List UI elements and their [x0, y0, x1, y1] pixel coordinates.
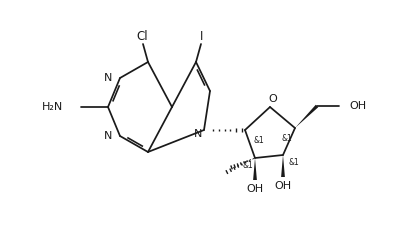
- Text: Cl: Cl: [136, 29, 148, 42]
- Text: &1: &1: [288, 158, 299, 166]
- Text: &1: &1: [253, 136, 264, 144]
- Text: I: I: [200, 29, 204, 42]
- Text: OH: OH: [274, 181, 292, 191]
- Text: &1: &1: [242, 161, 253, 169]
- Text: N: N: [104, 73, 112, 83]
- Text: OH: OH: [247, 184, 264, 194]
- Text: H₂N: H₂N: [42, 102, 63, 112]
- Text: &1: &1: [281, 133, 292, 143]
- Polygon shape: [281, 155, 285, 177]
- Text: OH: OH: [349, 101, 366, 111]
- Text: O: O: [269, 94, 277, 104]
- Text: N: N: [104, 131, 112, 141]
- Text: N: N: [194, 129, 202, 139]
- Polygon shape: [253, 158, 257, 180]
- Polygon shape: [295, 105, 318, 128]
